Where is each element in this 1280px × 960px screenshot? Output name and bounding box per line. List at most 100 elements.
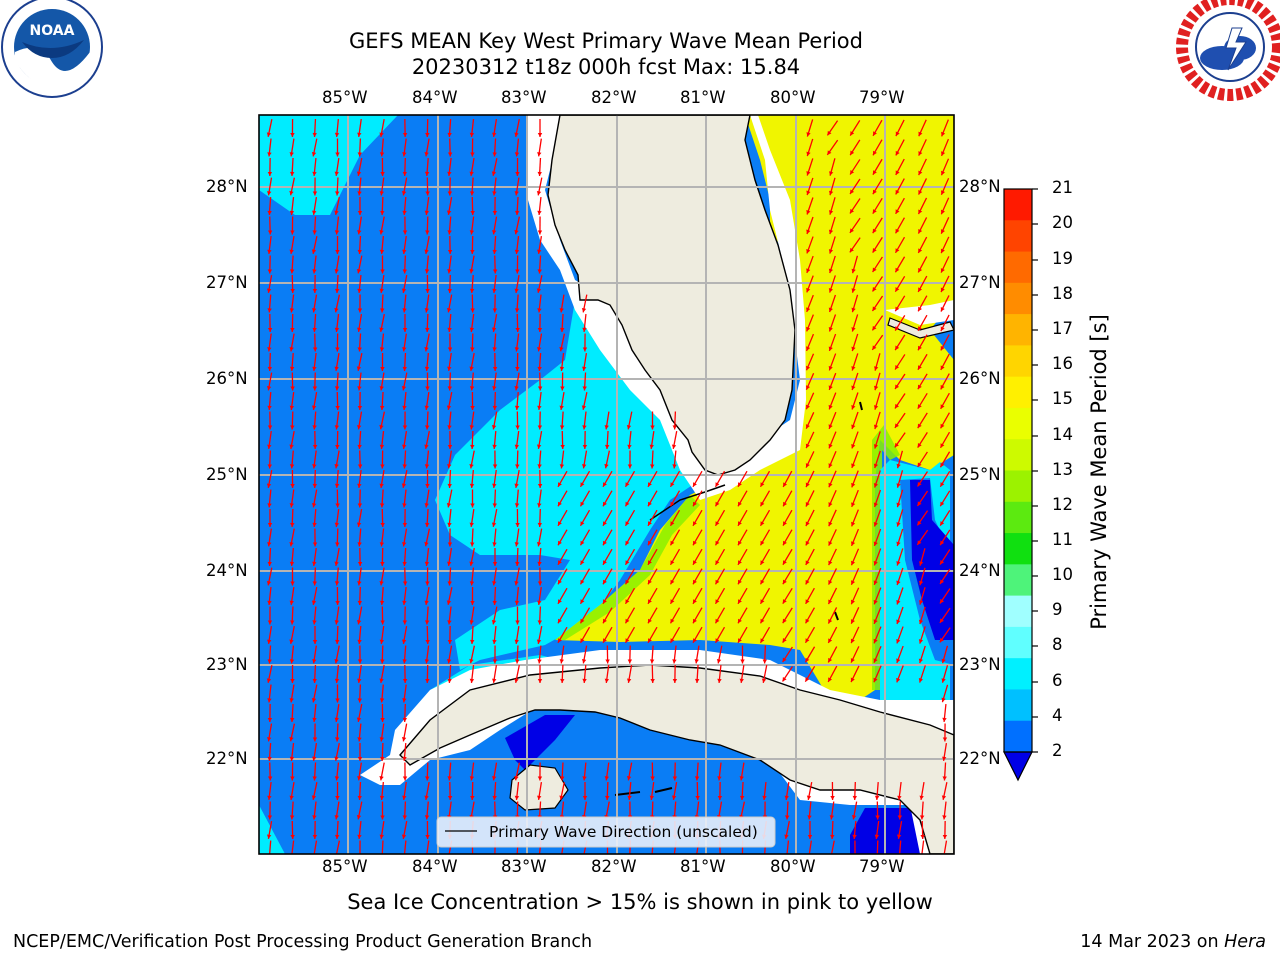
lat-label-right-27n: 27°N xyxy=(959,273,1001,292)
wave-arrow-696 xyxy=(873,645,882,664)
wave-arrow-176 xyxy=(871,276,884,292)
wave-arrow-761 xyxy=(402,742,407,762)
wave-arrow-715 xyxy=(604,664,610,684)
wave-arrow-693 xyxy=(804,646,816,663)
wave-arrow-205 xyxy=(334,313,340,333)
wave-arrow-400 xyxy=(492,469,497,489)
wave-arrow-90 xyxy=(492,196,498,216)
wave-arrow-62 xyxy=(312,177,318,196)
wave-arrow-688 xyxy=(694,645,700,664)
wave-arrow-12 xyxy=(537,119,543,137)
wave-arrow-540 xyxy=(850,548,860,566)
wave-arrow-873 xyxy=(830,820,835,840)
wave-arrow-811 xyxy=(830,781,835,801)
wave-arrow-302 xyxy=(537,391,542,411)
wave-arrow-741 xyxy=(312,703,317,723)
wave-arrow-59 xyxy=(940,158,950,176)
wave-arrow-215 xyxy=(559,313,565,333)
wave-arrow-111 xyxy=(514,216,521,235)
wave-arrow-154 xyxy=(828,255,836,274)
wave-arrow-195 xyxy=(806,294,814,313)
wave-arrow-208 xyxy=(402,314,408,332)
wave-arrow-384 xyxy=(828,450,837,469)
wave-arrow-726 xyxy=(850,665,860,683)
nws-logo xyxy=(1176,0,1280,101)
wave-arrow-343 xyxy=(379,430,385,450)
colorbar-tick-12: 12 xyxy=(1052,495,1073,514)
wave-arrow-843 xyxy=(851,801,858,820)
wave-arrow-339 xyxy=(289,431,295,449)
wave-arrow-594 xyxy=(669,587,681,605)
wave-arrow-289 xyxy=(940,373,950,390)
wave-arrow-559 xyxy=(579,568,591,585)
wave-arrow-330 xyxy=(672,411,677,430)
wave-arrow-267 xyxy=(940,353,950,371)
wave-arrow-225 xyxy=(289,333,295,352)
wave-arrow-43 xyxy=(334,158,340,176)
wave-arrow-72 xyxy=(536,177,543,196)
wave-arrow-572 xyxy=(873,567,882,586)
wave-arrow-518 xyxy=(357,547,363,567)
wave-arrow-788 xyxy=(311,782,318,800)
wave-arrow-155 xyxy=(851,255,859,274)
cays-south-cuba xyxy=(614,787,673,796)
wave-arrow-623 xyxy=(624,607,636,624)
wave-arrow-612 xyxy=(380,606,385,625)
lat-label-right-26n: 26°N xyxy=(959,369,1001,388)
wave-arrow-803 xyxy=(649,781,655,801)
colorbar-tick-2: 2 xyxy=(1052,741,1063,760)
wave-arrow-282 xyxy=(582,372,587,391)
wave-arrow-672 xyxy=(334,645,340,664)
wave-arrow-653 xyxy=(602,626,613,644)
wave-arrow-645 xyxy=(425,625,430,645)
wave-arrow-306 xyxy=(828,392,837,410)
wave-arrow-28 xyxy=(447,138,453,157)
wave-arrow-216 xyxy=(582,313,587,333)
wave-arrow-733 xyxy=(311,684,318,703)
darkblue-region-se xyxy=(850,808,925,854)
wave-arrow-261 xyxy=(805,353,815,371)
wave-arrow-144 xyxy=(356,255,363,274)
wave-arrow-54 xyxy=(829,158,836,176)
wave-arrow-815 xyxy=(919,782,925,800)
colorbar-tick-18: 18 xyxy=(1052,284,1073,303)
wave-arrow-387 xyxy=(896,450,904,469)
wave-arrow-879 xyxy=(268,840,272,854)
wave-arrow-520 xyxy=(402,547,407,567)
wave-arrow-212 xyxy=(491,314,498,332)
wave-arrow-627 xyxy=(714,607,726,624)
wave-arrow-149 xyxy=(469,255,475,274)
wave-arrow-813 xyxy=(874,781,880,801)
lat-label-right-22n: 22°N xyxy=(959,749,1001,768)
wave-arrow-50 xyxy=(491,158,498,176)
wave-arrow-516 xyxy=(312,547,317,567)
wave-arrow-595 xyxy=(692,587,703,605)
wave-arrow-549 xyxy=(357,567,362,586)
wave-arrow-338 xyxy=(267,430,272,450)
wave-arrow-353 xyxy=(604,430,610,450)
wave-arrow-167 xyxy=(425,274,430,294)
wave-arrow-440 xyxy=(692,490,703,507)
wave-arrow-621 xyxy=(579,607,591,624)
wave-arrow-765 xyxy=(312,762,317,781)
wave-arrow-256 xyxy=(492,352,498,372)
wave-arrow-871 xyxy=(784,821,790,839)
colorbar-segment-12 xyxy=(1004,564,1032,597)
wave-arrow-265 xyxy=(894,354,906,370)
wave-arrow-563 xyxy=(669,568,681,585)
wave-arrow-544 xyxy=(939,549,951,565)
wave-arrow-725 xyxy=(827,665,838,683)
wave-arrow-622 xyxy=(602,607,613,624)
wave-arrow-773 xyxy=(492,762,498,781)
wave-arrow-340 xyxy=(312,430,318,450)
wave-arrow-820 xyxy=(334,801,340,820)
wave-arrow-881 xyxy=(313,840,318,854)
wave-arrow-266 xyxy=(917,353,928,371)
wave-arrow-307 xyxy=(851,392,859,410)
colorbar-segment-13 xyxy=(1004,595,1032,628)
wave-arrow-333 xyxy=(851,411,859,430)
wave-arrow-642 xyxy=(357,625,362,645)
wave-arrow-718 xyxy=(672,664,678,684)
wave-arrow-787 xyxy=(289,782,295,800)
wave-arrow-303 xyxy=(559,392,565,410)
